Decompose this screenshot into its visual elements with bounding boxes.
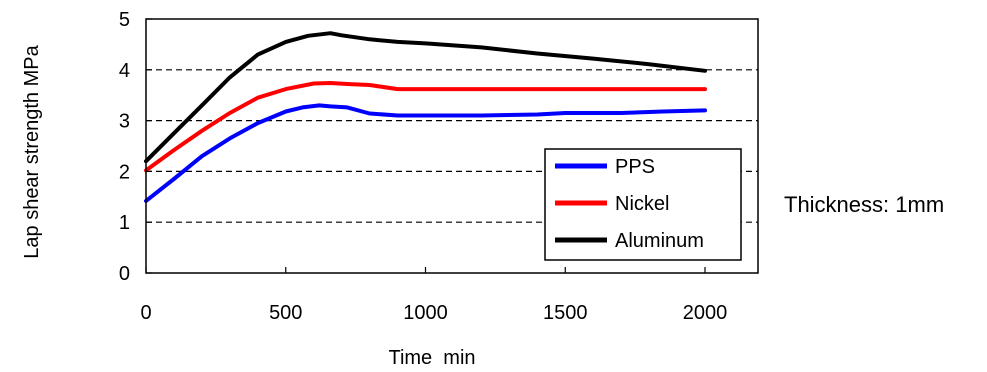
x-tick-label-0: 0	[140, 302, 151, 324]
y-tick-label-5: 5	[119, 9, 130, 31]
x-axis-title: Time min	[388, 347, 475, 369]
legend: PPS Nickel Aluminum	[544, 148, 742, 261]
legend-label-nickel: Nickel	[615, 193, 669, 215]
legend-label-pps: PPS	[615, 156, 655, 178]
x-tick-label-1000: 1000	[403, 302, 448, 324]
y-tick-label-1: 1	[119, 212, 130, 234]
series-line-nickel	[144, 81, 707, 173]
x-tick-label-500: 500	[269, 302, 302, 324]
y-tick-label-0: 0	[119, 263, 130, 285]
legend-label-aluminum: Aluminum	[615, 230, 704, 252]
x-tick-label-1500: 1500	[543, 302, 588, 324]
y-tick-label-2: 2	[119, 161, 130, 183]
axis-ticks: 0 1 2 3 4 5 0 500 1000 1500 2000	[119, 9, 727, 324]
x-tick-label-2000: 2000	[683, 302, 728, 324]
series-lines	[144, 31, 707, 203]
y-tick-label-3: 3	[119, 111, 130, 133]
plot-area-frame	[145, 18, 759, 274]
series-line-pps	[144, 103, 707, 203]
series-line-aluminum	[144, 31, 707, 164]
y-axis-title: Lap shear strength MPa	[21, 44, 43, 258]
thickness-annotation: Thickness: 1mm	[784, 192, 944, 217]
y-tick-label-4: 4	[119, 60, 130, 82]
